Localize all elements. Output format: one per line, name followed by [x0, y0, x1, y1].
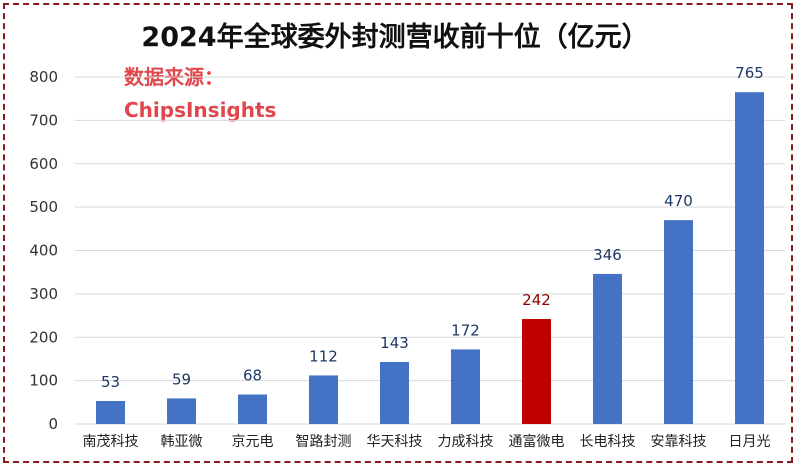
y-tick-label: 0	[48, 415, 58, 433]
data-label: 68	[243, 367, 262, 385]
source-name: ChipsInsights	[124, 98, 276, 122]
data-label: 470	[664, 192, 693, 210]
bar	[380, 361, 409, 424]
bars	[96, 92, 764, 425]
bar	[238, 394, 267, 424]
data-label: 242	[522, 291, 551, 309]
x-tick-label: 日月光	[729, 434, 771, 450]
y-tick-label: 300	[29, 285, 58, 303]
x-tick-label: 韩亚微	[161, 434, 203, 450]
bar	[593, 273, 622, 424]
bar	[96, 401, 125, 424]
data-label: 53	[101, 373, 120, 391]
data-label: 143	[380, 334, 409, 352]
x-axis-ticks: 南茂科技 韩亚微 京元电 智路封测 华天科技 力成科技 通富微电 长电科技 安靠科技 日月光	[83, 433, 771, 450]
x-tick-label: 南茂科技	[83, 433, 139, 450]
y-axis-ticks: 0 100 200 300 400 500 600 700 800	[29, 68, 58, 433]
x-tick-label: 京元电	[232, 434, 274, 450]
data-label: 346	[593, 246, 622, 264]
chart-border	[3, 3, 793, 463]
y-tick-label: 400	[29, 242, 58, 260]
data-label: 59	[172, 370, 191, 388]
y-tick-label: 700	[29, 111, 58, 129]
x-tick-label: 智路封测	[296, 434, 352, 450]
bar	[167, 398, 196, 424]
x-tick-label: 力成科技	[438, 434, 494, 450]
bar	[664, 220, 693, 424]
data-label: 172	[451, 321, 480, 339]
x-tick-label: 通富微电	[509, 433, 565, 450]
y-tick-label: 200	[29, 328, 58, 346]
y-tick-label: 600	[29, 155, 58, 173]
x-tick-label: 华天科技	[367, 434, 423, 450]
bar	[309, 375, 338, 424]
bar	[522, 319, 551, 424]
bar	[451, 349, 480, 424]
y-tick-label: 800	[29, 68, 58, 86]
data-label: 765	[735, 64, 764, 82]
data-label: 112	[309, 347, 338, 365]
y-tick-label: 500	[29, 198, 58, 216]
x-tick-label: 安靠科技	[651, 434, 707, 450]
x-tick-label: 长电科技	[580, 434, 636, 450]
bar	[735, 92, 764, 425]
chart-title: 2024年全球委外封测营收前十位（亿元）	[141, 21, 648, 53]
data-labels: 53 59 68 112 143 172 242 346 470 765	[101, 64, 764, 391]
y-tick-label: 100	[29, 372, 58, 390]
